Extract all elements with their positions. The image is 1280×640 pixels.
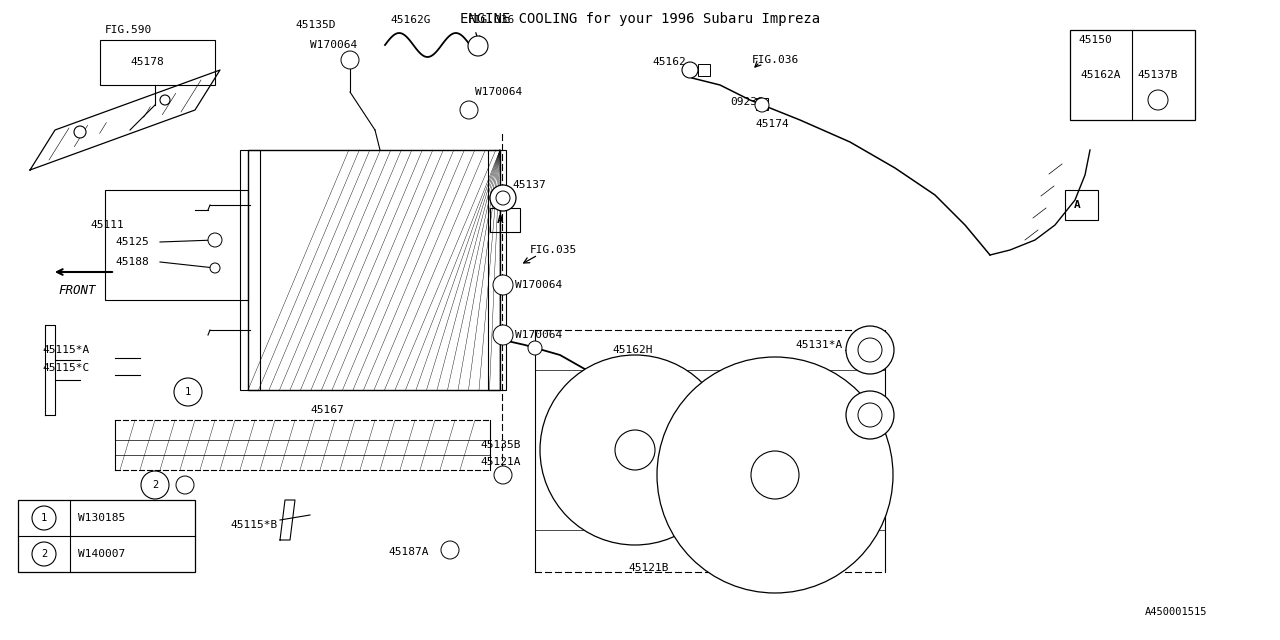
Circle shape bbox=[1148, 90, 1169, 110]
Text: 1: 1 bbox=[41, 513, 47, 523]
Circle shape bbox=[540, 355, 730, 545]
Text: W140007: W140007 bbox=[78, 549, 125, 559]
Text: FIG.036: FIG.036 bbox=[468, 15, 516, 25]
Circle shape bbox=[209, 233, 221, 247]
Text: 45188: 45188 bbox=[115, 257, 148, 267]
Circle shape bbox=[614, 430, 655, 470]
Circle shape bbox=[340, 51, 358, 69]
Bar bbox=[248, 150, 500, 390]
Circle shape bbox=[497, 191, 509, 205]
Circle shape bbox=[460, 101, 477, 119]
Text: 45121A: 45121A bbox=[480, 457, 521, 467]
Text: 45135D: 45135D bbox=[294, 20, 335, 30]
Circle shape bbox=[493, 325, 513, 345]
Text: FIG.035: FIG.035 bbox=[530, 245, 577, 255]
Text: 45167: 45167 bbox=[310, 405, 344, 415]
Circle shape bbox=[657, 357, 893, 593]
Text: 45125: 45125 bbox=[115, 237, 148, 247]
Text: 45137: 45137 bbox=[512, 180, 545, 190]
Text: 45174: 45174 bbox=[755, 119, 788, 129]
Bar bbox=[18, 500, 195, 572]
Bar bbox=[490, 208, 520, 232]
Text: 45185: 45185 bbox=[561, 417, 594, 427]
Circle shape bbox=[846, 326, 893, 374]
Text: 45187A: 45187A bbox=[388, 547, 429, 557]
Text: A450001515: A450001515 bbox=[1146, 607, 1207, 617]
Circle shape bbox=[858, 338, 882, 362]
Circle shape bbox=[529, 341, 541, 355]
Text: 2: 2 bbox=[41, 549, 47, 559]
Text: 45150: 45150 bbox=[1078, 35, 1112, 45]
Text: 0923S: 0923S bbox=[730, 97, 764, 107]
Circle shape bbox=[682, 62, 698, 78]
Text: FIG.590: FIG.590 bbox=[105, 25, 152, 35]
Text: 45162G: 45162G bbox=[390, 15, 430, 25]
Text: 45115*A: 45115*A bbox=[42, 345, 90, 355]
Bar bbox=[100, 40, 215, 85]
Text: 2: 2 bbox=[152, 480, 159, 490]
Text: A: A bbox=[1074, 200, 1080, 210]
Circle shape bbox=[141, 471, 169, 499]
Text: 45111: 45111 bbox=[90, 220, 124, 230]
Circle shape bbox=[177, 476, 195, 494]
Circle shape bbox=[494, 466, 512, 484]
Text: 45162A: 45162A bbox=[1080, 70, 1120, 80]
Text: 45131*A: 45131*A bbox=[795, 340, 842, 350]
Bar bbox=[698, 64, 710, 76]
Text: 45115*B: 45115*B bbox=[230, 520, 278, 530]
Text: W170064: W170064 bbox=[515, 280, 562, 290]
Text: 45178: 45178 bbox=[131, 57, 164, 67]
Circle shape bbox=[210, 263, 220, 273]
Text: 45162: 45162 bbox=[652, 57, 686, 67]
Text: 45115*C: 45115*C bbox=[42, 363, 90, 373]
Text: ENGINE COOLING for your 1996 Subaru Impreza: ENGINE COOLING for your 1996 Subaru Impr… bbox=[460, 12, 820, 26]
Text: FRONT: FRONT bbox=[58, 284, 96, 296]
Circle shape bbox=[755, 98, 769, 112]
Circle shape bbox=[846, 391, 893, 439]
Bar bbox=[241, 150, 260, 390]
Circle shape bbox=[858, 403, 882, 427]
Text: 1: 1 bbox=[184, 387, 191, 397]
Bar bbox=[1070, 30, 1196, 120]
Circle shape bbox=[751, 451, 799, 499]
Circle shape bbox=[490, 185, 516, 211]
Bar bbox=[105, 190, 248, 300]
Bar bbox=[488, 150, 506, 390]
Text: 45121B: 45121B bbox=[628, 563, 668, 573]
Text: W170064: W170064 bbox=[475, 87, 522, 97]
Circle shape bbox=[160, 95, 170, 105]
Text: W170064: W170064 bbox=[310, 40, 357, 50]
Text: 45162H: 45162H bbox=[612, 345, 653, 355]
Bar bbox=[756, 98, 768, 110]
Text: 45131*B: 45131*B bbox=[810, 407, 858, 417]
Text: W170064: W170064 bbox=[515, 330, 562, 340]
Circle shape bbox=[32, 542, 56, 566]
Text: 45135B: 45135B bbox=[480, 440, 521, 450]
Circle shape bbox=[493, 275, 513, 295]
Text: W130185: W130185 bbox=[78, 513, 125, 523]
Circle shape bbox=[442, 541, 460, 559]
Bar bbox=[1065, 190, 1098, 220]
Text: A: A bbox=[497, 215, 504, 225]
Circle shape bbox=[74, 126, 86, 138]
Circle shape bbox=[32, 506, 56, 530]
Circle shape bbox=[468, 36, 488, 56]
Text: 45137B: 45137B bbox=[1137, 70, 1178, 80]
Text: 45122: 45122 bbox=[561, 400, 594, 410]
Circle shape bbox=[174, 378, 202, 406]
Text: FIG.036: FIG.036 bbox=[753, 55, 799, 65]
